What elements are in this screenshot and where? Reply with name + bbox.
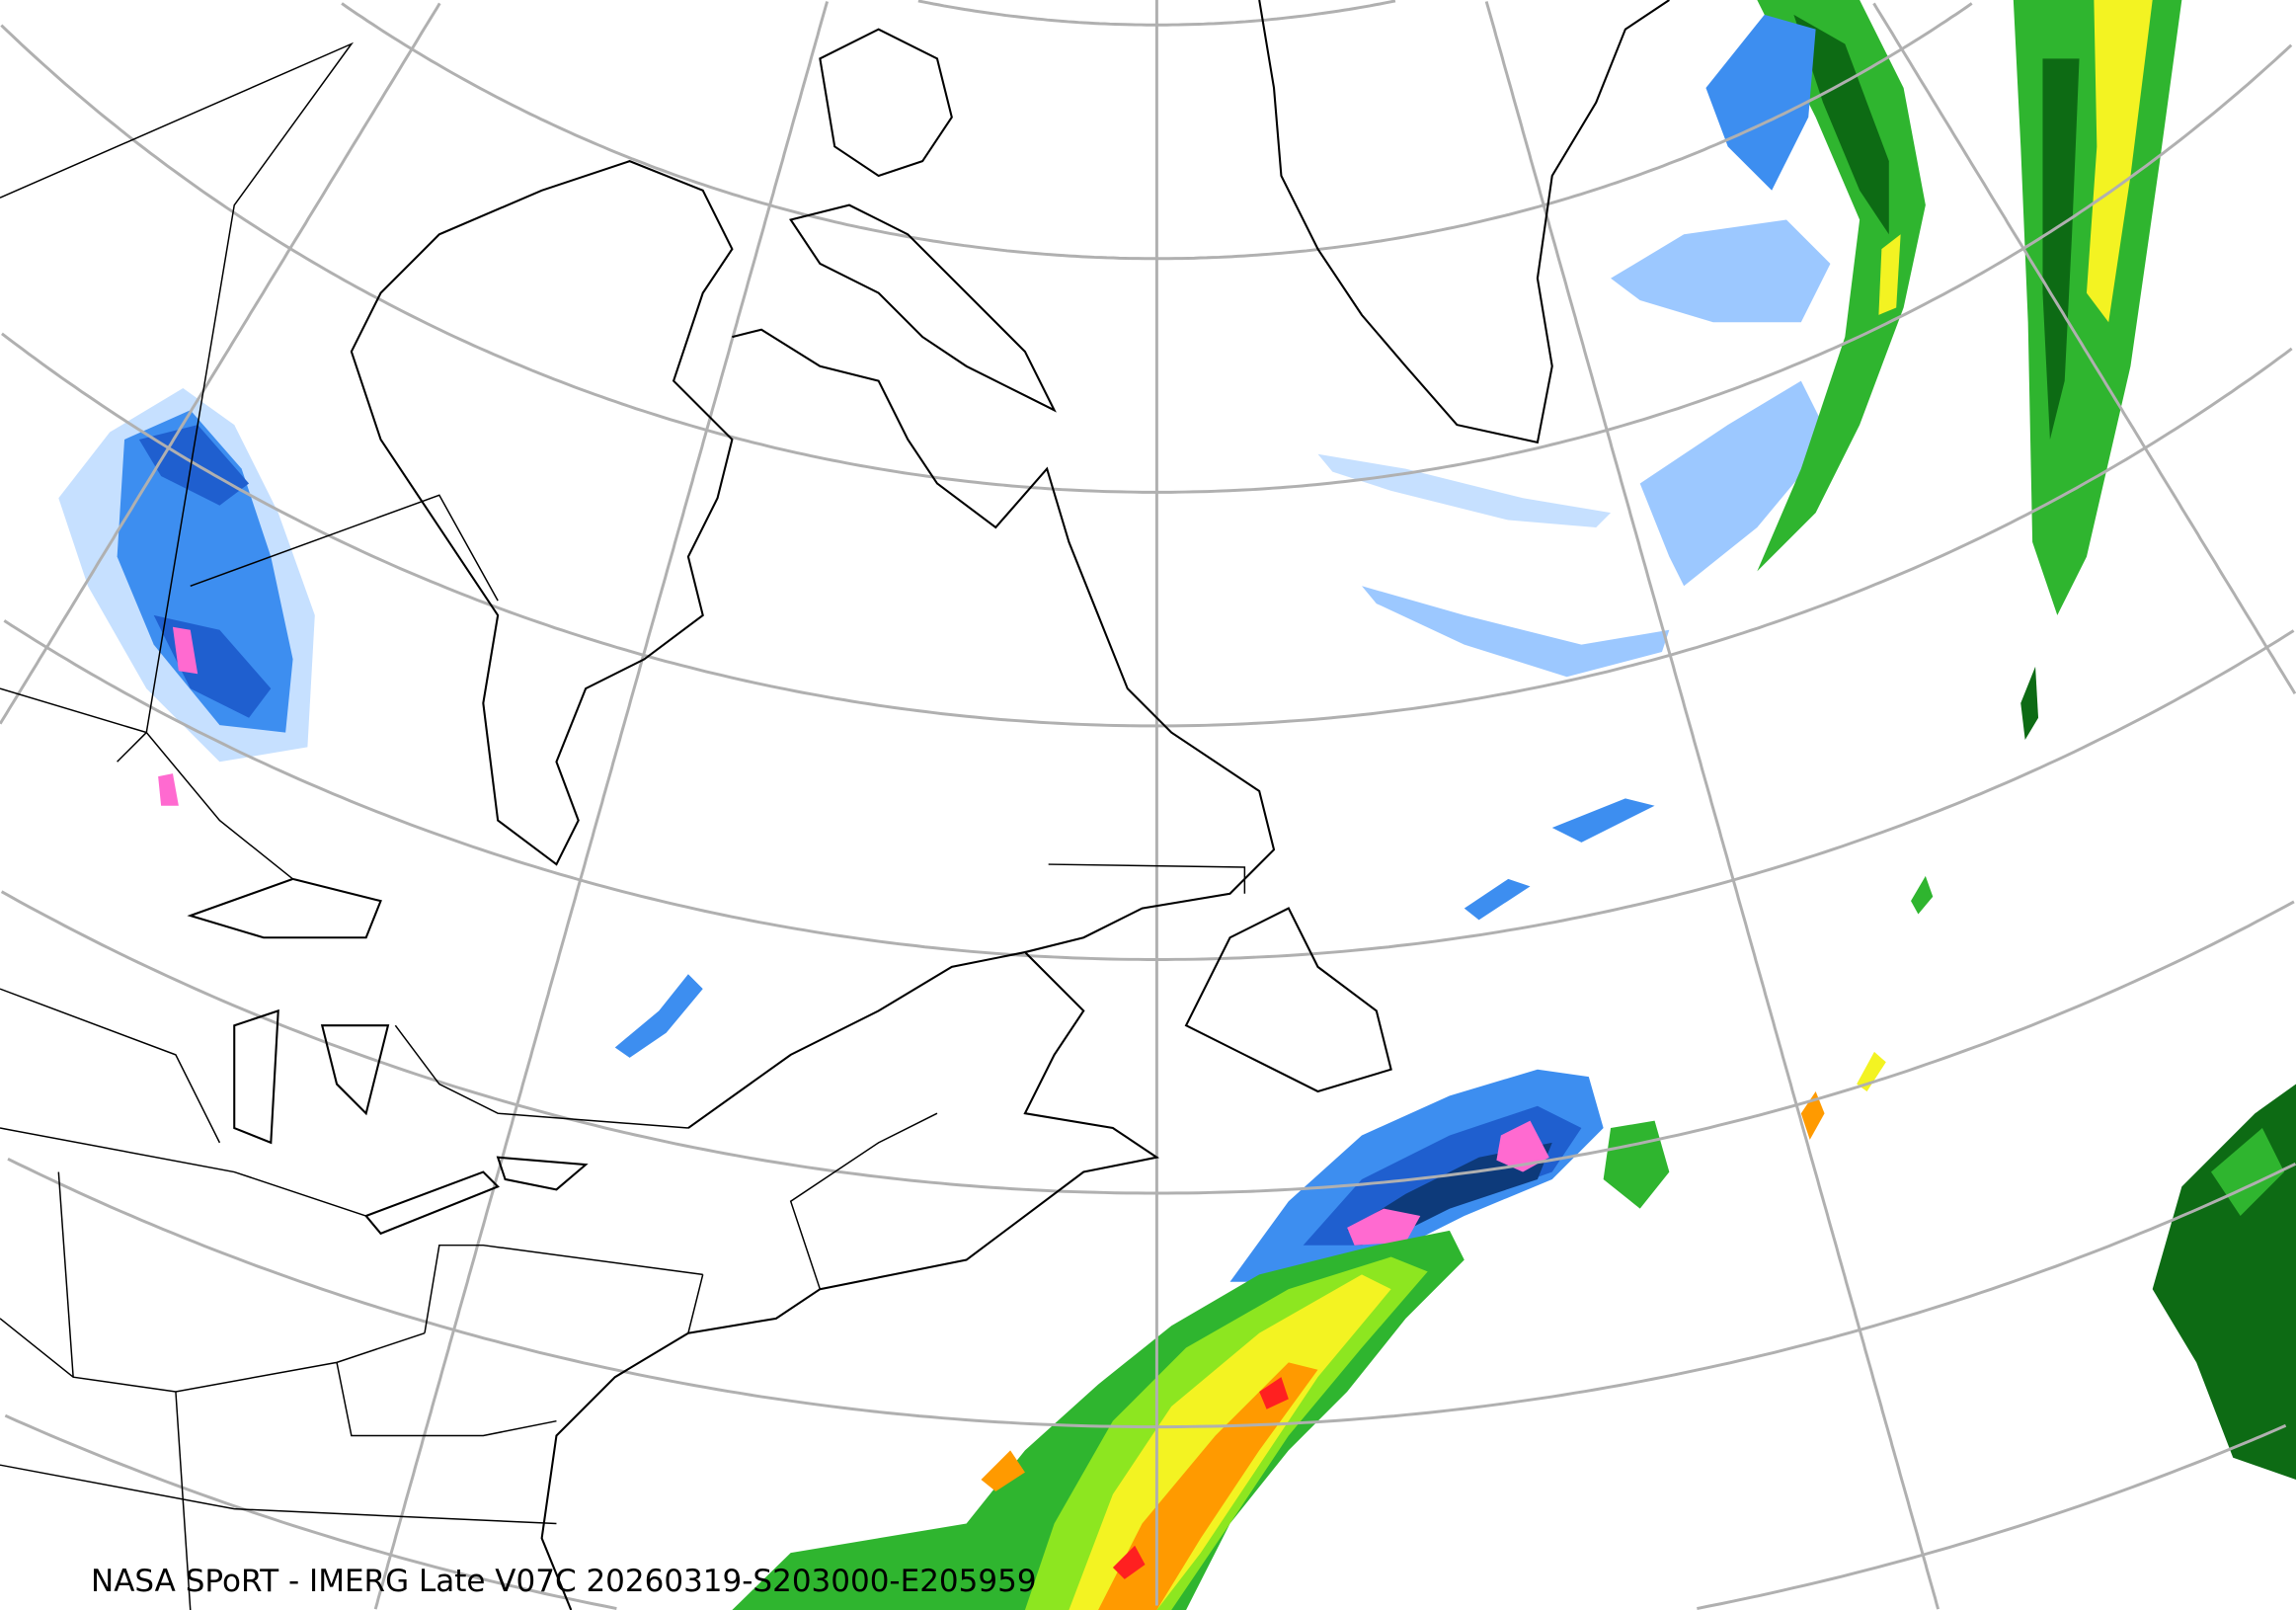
precip-streak-1 [1317,453,1612,527]
precip-streak-2 [1361,586,1670,678]
parallel-line [0,24,2293,494]
meridian-line [1484,1,1940,1610]
coastlines [0,0,1670,1610]
precipitation-layer [58,0,2296,1610]
precip-cell-1 [1800,1090,1825,1140]
hudson-bay-coast [350,160,734,866]
parallel-line [1,332,2293,728]
precip-band-ne2-green [1757,0,1926,572]
precip-area-ocean-pink1 [1496,1120,1549,1172]
precip-band-ne1-yellow [2086,0,2153,323]
precip-area-ne-blue [1705,14,1816,191]
precip-streak-3 [1611,219,1831,323]
map-caption: NASA SPoRT - IMERG Late V07C 20260319-S2… [91,1564,1037,1599]
precip-area-quebec [614,974,703,1058]
precip-area-lake-pink [158,773,179,806]
arctic-island-coast [819,28,953,178]
precip-band-south-red2 [1259,1377,1289,1409]
precip-band-ne2-darkgreen [1793,14,1889,235]
meridian-line [373,1,830,1610]
province-border-1 [0,41,355,763]
meridian-line [1872,2,2296,695]
parallel-line [1697,1423,2287,1610]
precip-streak-4 [1639,380,1831,587]
precip-cell-2 [1857,1051,1886,1091]
parallel-line [4,1413,617,1610]
baffin-coast [789,203,1057,413]
parallel-line [0,890,2295,1195]
labrador-coast [732,328,1276,954]
parallel-line [3,619,2295,961]
lake-erie [363,1170,500,1236]
precip-band-ne2-yellow [1878,234,1901,315]
greenland-coast [1258,0,1670,444]
precip-area-se-green [2152,1084,2296,1480]
precip-streak-6 [1464,878,1531,921]
lake-huron [320,1024,390,1116]
precip-area-nw-blue [117,410,293,733]
lake-superior [187,877,382,939]
precip-cell-4 [2020,666,2039,740]
precip-band-south-red [1112,1545,1146,1579]
east-coast [540,950,1160,1610]
precip-streak-5 [1551,798,1655,843]
precip-area-nw-pink [172,626,198,675]
precip-band-ne1-darkgreen [2042,58,2080,440]
precip-cell-5 [981,1450,1025,1491]
precip-area-nw-dark [138,425,250,506]
meridian-line [0,2,441,725]
country-border [0,687,1246,1290]
state-borders [0,988,704,1610]
province-border-2 [190,494,499,602]
lake-ontario [496,1156,589,1191]
precip-area-ocean-pink2 [1347,1208,1421,1246]
parallel-line [7,1158,2296,1429]
precip-cell-east [1603,1120,1670,1209]
newfoundland-coast [1184,907,1392,1093]
precip-cell-3 [1911,875,1934,915]
lake-michigan [233,1008,279,1145]
